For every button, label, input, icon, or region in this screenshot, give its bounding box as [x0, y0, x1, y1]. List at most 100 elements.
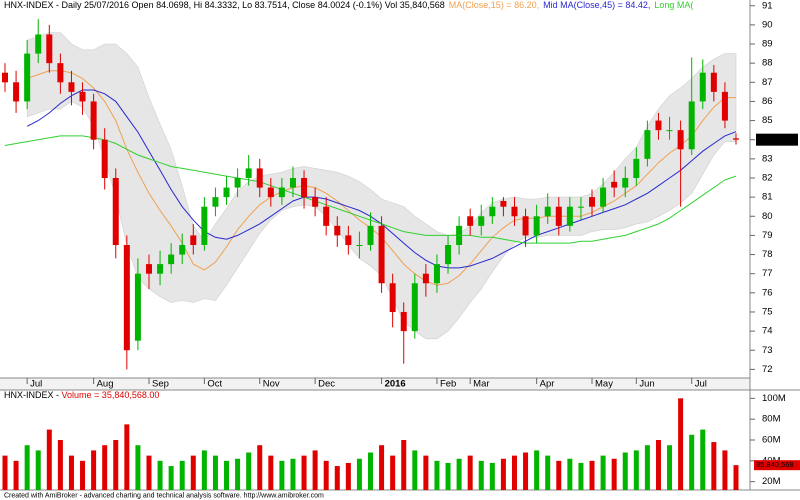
- candle-body: [533, 216, 540, 236]
- volume-bar: [35, 450, 41, 490]
- volume-bar: [224, 460, 230, 490]
- candle-body: [733, 138, 739, 140]
- volume-bar: [390, 455, 396, 490]
- x-tick-label: Mar: [473, 379, 489, 390]
- x-tick-label: Feb: [440, 379, 456, 390]
- volume-bar: [678, 398, 684, 490]
- title: HNX-INDEX -: [4, 390, 59, 400]
- candle-body: [68, 82, 75, 92]
- candle-body: [46, 34, 53, 64]
- candle-body: [123, 244, 130, 351]
- volume-bar: [500, 458, 506, 490]
- candle-body: [234, 177, 241, 188]
- volume-bar: [456, 458, 462, 490]
- volume-title: HNX-INDEX - Volume = 35,840,568.00: [4, 390, 159, 400]
- volume-bar: [622, 452, 628, 490]
- volume-bar: [545, 455, 551, 490]
- candle-body: [345, 235, 352, 245]
- candle-body: [356, 244, 363, 246]
- candle-body: [400, 311, 407, 332]
- x-tick-label: Apr: [540, 379, 555, 390]
- volume-bar: [290, 458, 296, 490]
- volume-bar: [235, 458, 241, 490]
- candle-body: [622, 177, 629, 188]
- volume-bar: [102, 445, 108, 490]
- candle-body: [112, 177, 119, 245]
- volume-bar: [511, 455, 517, 490]
- last-volume-label: 35,840,568: [756, 460, 794, 469]
- candle-body: [655, 120, 662, 131]
- candle-body: [710, 72, 717, 92]
- volume-bar: [46, 429, 52, 490]
- x-tick-label: Sep: [152, 379, 169, 390]
- candle-body: [577, 206, 584, 208]
- volume-bar: [268, 455, 274, 490]
- candle-body: [323, 206, 330, 226]
- y-tick-label: 82: [762, 173, 773, 184]
- candle-body: [677, 130, 684, 150]
- x-tick-label: Oct: [207, 379, 222, 390]
- legend-entry: MA(Close,15) = 86.20,: [449, 0, 539, 10]
- candle-body: [267, 187, 274, 198]
- legend: MA(Close,15) = 86.20, Mid MA(Close,45) = …: [449, 0, 694, 10]
- candle-body: [145, 264, 152, 274]
- title: HNX-INDEX - Daily 25/07/2016 Open 84.069…: [4, 0, 445, 10]
- plot: 7273747576777879808182838485868788899091…: [2, 0, 800, 490]
- volume-bar: [412, 450, 418, 490]
- candle-body: [24, 53, 31, 102]
- volume-bar: [146, 455, 152, 490]
- chart-title: HNX-INDEX - Daily 25/07/2016 Open 84.069…: [4, 0, 693, 10]
- volume-bar: [301, 455, 307, 490]
- candle-body: [312, 197, 319, 207]
- volume-bar: [257, 445, 263, 490]
- last-volume-box: [754, 460, 800, 471]
- candle-body: [389, 283, 396, 312]
- volume-bar: [567, 458, 573, 490]
- candle-body: [456, 225, 463, 245]
- candle-body: [555, 206, 562, 226]
- volume-bar: [655, 440, 661, 490]
- candle-body: [245, 168, 252, 178]
- volume-bar: [434, 460, 440, 490]
- candle-body: [378, 225, 385, 284]
- x-tick-label: Jun: [639, 379, 654, 390]
- volume-bar: [2, 455, 8, 490]
- volume-bar: [368, 452, 373, 490]
- volume-bar: [157, 460, 163, 490]
- volume-bar: [667, 445, 673, 490]
- y-tick-label: 100M: [762, 393, 786, 404]
- candle-body: [422, 273, 429, 284]
- candle-body: [511, 206, 518, 217]
- candle-body: [79, 91, 86, 102]
- volume-bar: [633, 450, 639, 490]
- volume-bar: [279, 460, 285, 490]
- volume-bar: [589, 460, 595, 490]
- legend-entry: Mid MA(Close,45) = 84.42,: [543, 0, 650, 10]
- candle-body: [168, 254, 175, 265]
- x-tick-label: 2016: [385, 379, 406, 390]
- candle-body: [600, 187, 607, 207]
- x-tick-label: May: [595, 379, 613, 390]
- candle-body: [411, 283, 418, 332]
- x-tick-label: Dec: [318, 379, 335, 390]
- candle-body: [223, 187, 230, 198]
- volume-bar: [523, 452, 529, 490]
- y-tick-label: 60M: [762, 435, 781, 446]
- volume-bar: [478, 460, 484, 490]
- candle-body: [445, 244, 452, 265]
- volume-bar: [489, 462, 495, 490]
- x-tick-label: Jul: [30, 379, 42, 390]
- candle-body: [190, 235, 197, 245]
- candle-body: [157, 264, 164, 274]
- candle-body: [101, 139, 108, 178]
- x-tick-label: Jul: [695, 379, 707, 390]
- bollinger-band: [26, 32, 737, 340]
- candle-body: [589, 197, 596, 207]
- subtitle: Volume = 35,840,568.00: [62, 390, 160, 400]
- volume-bar: [733, 465, 739, 490]
- volume-bar: [212, 455, 218, 490]
- volume-bar: [91, 450, 97, 490]
- candle-body: [289, 177, 296, 188]
- volume-bar: [423, 455, 429, 490]
- candle-body: [367, 225, 374, 245]
